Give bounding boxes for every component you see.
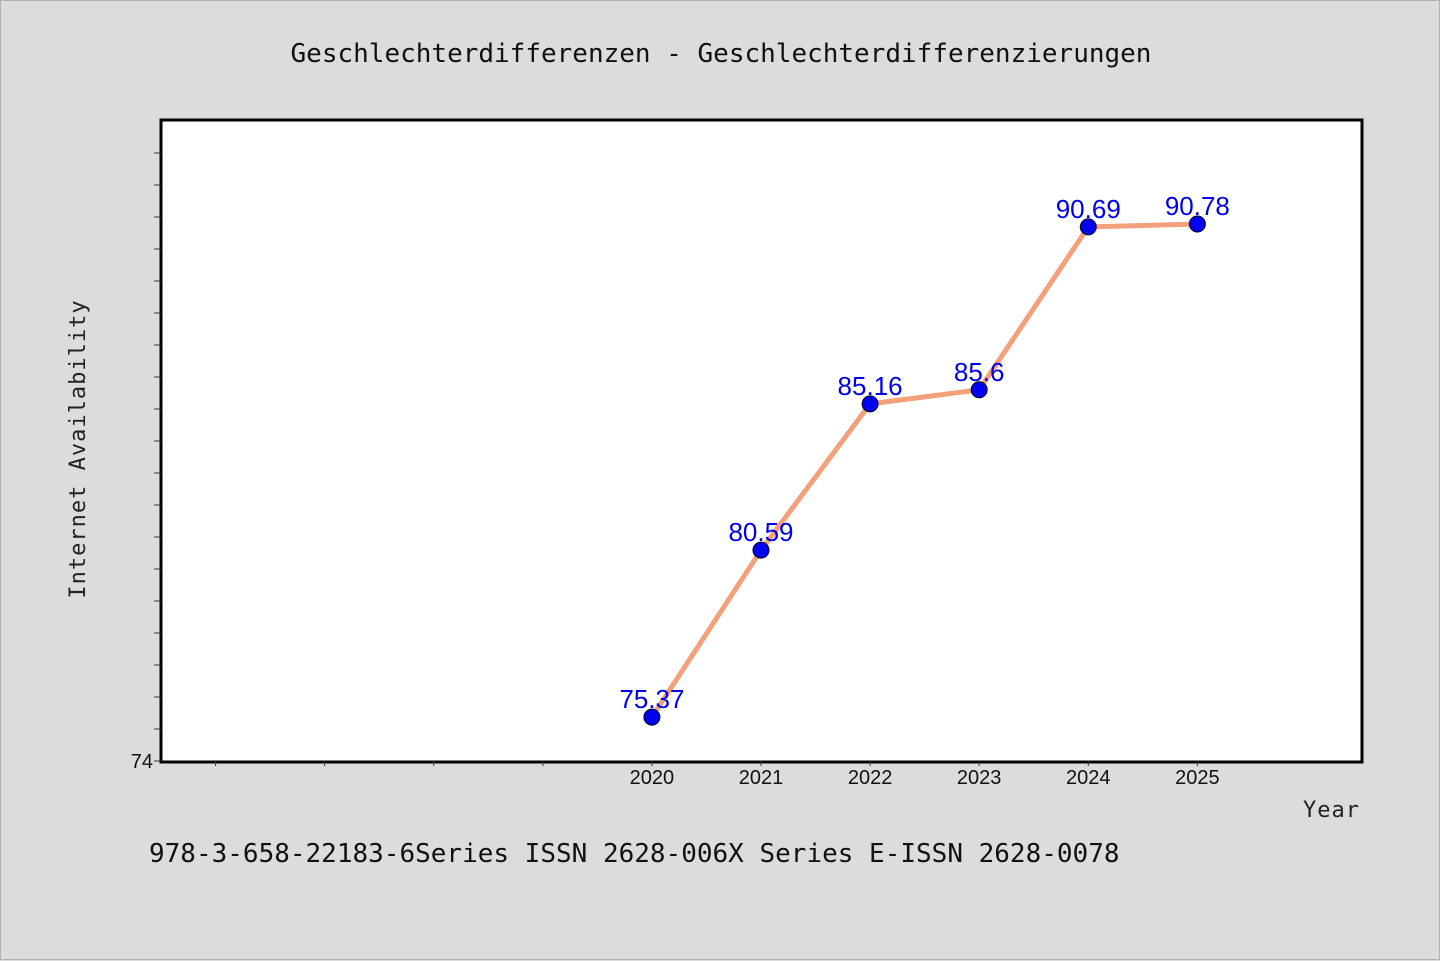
x-tick-label: 2025	[1175, 767, 1220, 789]
x-axis-title: Year	[1303, 798, 1360, 823]
series-line	[649, 221, 1198, 719]
data-label: 90.69	[1056, 194, 1121, 224]
x-tick-label: 2022	[848, 767, 893, 789]
data-point	[861, 395, 879, 413]
footer-text: 978-3-658-22183-6Series ISSN 2628-006X S…	[149, 839, 1120, 869]
data-point	[643, 708, 661, 726]
data-label: 85.6	[954, 357, 1005, 387]
x-tick-label: 2021	[739, 767, 784, 789]
data-point	[752, 541, 770, 559]
x-tick-label: 2023	[957, 767, 1002, 789]
x-tick-label: 2024	[1066, 767, 1111, 789]
y-tick-label: 74	[131, 751, 153, 773]
series-layer: 75.37 80.59 85.16 85.6 90.69 90.78	[619, 191, 1230, 726]
data-point	[1079, 218, 1097, 236]
data-label: 85.16	[838, 371, 903, 401]
data-label: 75.37	[619, 684, 684, 714]
y-axis-ticks	[154, 152, 161, 762]
chart-title: Geschlechterdifferenzen - Geschlechterdi…	[291, 39, 1152, 69]
data-label: 90.78	[1165, 191, 1230, 221]
data-point	[1188, 215, 1206, 233]
data-label: 80.59	[728, 517, 793, 547]
y-axis-title: Internet Availability	[66, 299, 91, 598]
x-axis-ticks: 2020 2021 2022 2023 2024 2025	[215, 761, 1220, 789]
x-tick-label: 2020	[630, 767, 675, 789]
data-point	[970, 381, 988, 399]
